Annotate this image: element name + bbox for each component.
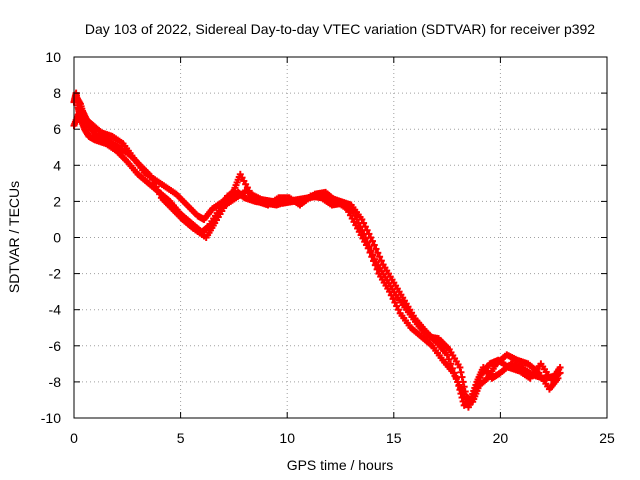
data-point [358, 226, 366, 234]
x-tick-label: 10 [279, 430, 295, 446]
data-point [456, 363, 464, 371]
x-tick-label: 0 [70, 430, 78, 446]
data-point [393, 302, 401, 310]
y-tick-label: -8 [49, 374, 62, 390]
data-point [156, 190, 164, 198]
y-tick-label: 4 [53, 157, 61, 173]
y-tick-label: -10 [41, 410, 61, 426]
data-point [356, 223, 364, 231]
data-point [389, 295, 397, 303]
data-point [372, 245, 380, 253]
y-tick-label: 10 [45, 49, 61, 65]
data-points [70, 89, 564, 411]
y-tick-label: 0 [53, 230, 61, 246]
data-point [154, 187, 162, 195]
data-point [365, 243, 373, 251]
data-point [360, 230, 368, 238]
data-point [368, 237, 376, 245]
y-tick-label: 8 [53, 85, 61, 101]
y-tick-label: -6 [49, 338, 62, 354]
x-axis-title: GPS time / hours [287, 457, 394, 473]
data-point [369, 251, 377, 259]
y-tick-label: 6 [53, 121, 61, 137]
axis-tick-labels: 0 5 10 15 20 25 -10 -8 -6 -4 -2 0 2 4 6 8 10 [41, 49, 615, 446]
grid-lines [74, 57, 607, 418]
y-tick-label: 2 [53, 193, 61, 209]
data-point [377, 257, 385, 265]
data-point [351, 212, 359, 220]
data-point [152, 183, 160, 191]
data-point [355, 219, 363, 227]
data-series [72, 93, 562, 406]
y-tick-label: -2 [49, 266, 62, 282]
x-tick-label: 25 [599, 430, 615, 446]
data-point [370, 241, 378, 249]
data-point [460, 383, 468, 391]
data-point [457, 368, 465, 376]
data-point [556, 363, 564, 371]
axis-ticks [73, 56, 608, 419]
data-point [150, 179, 158, 187]
chart-title: Day 103 of 2022, Sidereal Day-to-day VTE… [85, 21, 595, 37]
data-point [459, 378, 467, 386]
y-axis-title: SDTVAR / TECUs [6, 181, 22, 293]
x-tick-label: 20 [493, 430, 509, 446]
data-point [391, 298, 399, 306]
data-point [458, 373, 466, 381]
data-point [394, 306, 402, 314]
data-point [461, 388, 469, 396]
data-point [374, 249, 382, 257]
x-tick-label: 15 [386, 430, 402, 446]
x-tick-label: 5 [177, 430, 185, 446]
data-point [147, 172, 155, 180]
data-point [376, 253, 384, 261]
data-point [362, 234, 370, 242]
data-series [70, 107, 564, 411]
data-point [149, 176, 157, 184]
data-point [349, 208, 357, 216]
data-point [554, 374, 562, 382]
data-point [367, 247, 375, 255]
y-tick-label: -4 [49, 302, 62, 318]
data-point [353, 215, 361, 223]
data-point [364, 238, 372, 246]
